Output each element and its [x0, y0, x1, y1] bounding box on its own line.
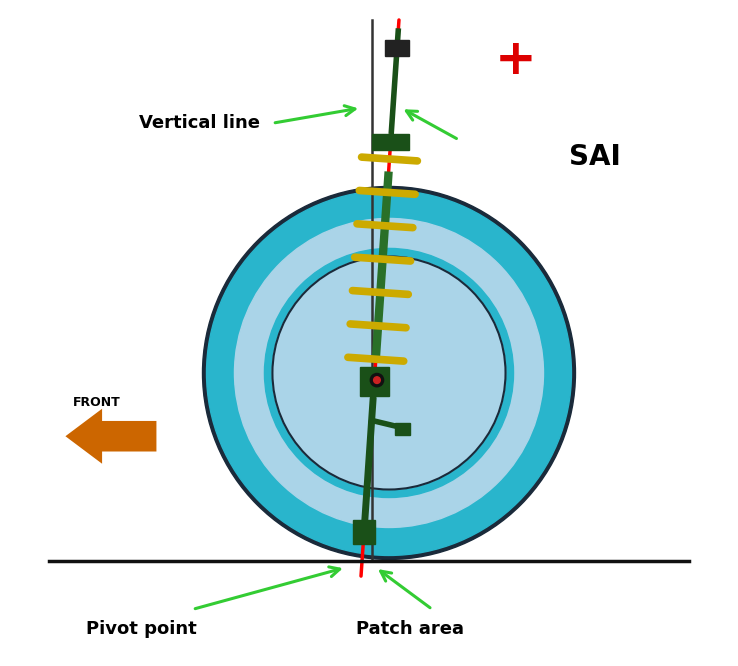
Circle shape	[264, 248, 514, 498]
Text: Patch area: Patch area	[356, 620, 463, 639]
Bar	[385, 40, 409, 56]
Bar	[395, 423, 410, 435]
Circle shape	[207, 190, 571, 555]
Bar	[372, 135, 410, 151]
Circle shape	[373, 377, 380, 384]
Circle shape	[202, 186, 576, 559]
Circle shape	[370, 374, 384, 387]
Circle shape	[235, 218, 543, 527]
Bar	[359, 367, 389, 396]
Text: +: +	[494, 36, 537, 84]
Text: Vertical line: Vertical line	[139, 114, 261, 133]
Text: FRONT: FRONT	[72, 396, 120, 410]
Text: SAI: SAI	[569, 143, 621, 170]
Circle shape	[274, 258, 504, 488]
Bar	[354, 519, 375, 543]
Circle shape	[272, 256, 506, 490]
Text: Pivot point: Pivot point	[86, 620, 197, 639]
